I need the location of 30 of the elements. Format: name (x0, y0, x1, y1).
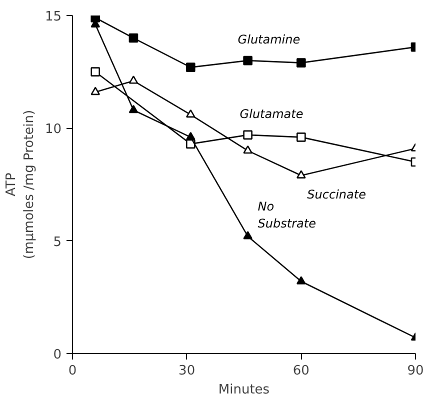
series-label: Glutamine (238, 32, 300, 47)
y-axis-title: ATP (mμmoles /mg Protein) (4, 110, 37, 260)
x-tick-label: 90 (407, 364, 424, 378)
x-tick-label: 60 (292, 364, 310, 378)
y-tick-label: 10 (44, 122, 62, 138)
point (186, 62, 196, 72)
x-tick-label: 30 (178, 364, 196, 378)
series-label: Glutamate (240, 106, 304, 121)
x-axis-title: Minutes (218, 382, 270, 398)
point (243, 56, 252, 66)
point (243, 231, 252, 240)
point (296, 276, 306, 284)
series-label: No Substrate (258, 200, 316, 230)
y-tick-label: 0 (53, 348, 62, 362)
point (128, 104, 138, 114)
point (90, 67, 100, 76)
point (128, 33, 138, 43)
y-tick-label: 15 (44, 10, 62, 24)
point (128, 76, 138, 84)
series-label: Succinate (307, 187, 366, 202)
point (90, 86, 100, 96)
point (186, 132, 196, 140)
point (186, 109, 196, 118)
x-tick-label: 0 (68, 364, 77, 378)
point (243, 145, 252, 154)
point (243, 130, 252, 140)
point (296, 170, 306, 178)
y-tick-label: 5 (53, 234, 62, 250)
point (296, 132, 306, 142)
point (296, 58, 306, 68)
